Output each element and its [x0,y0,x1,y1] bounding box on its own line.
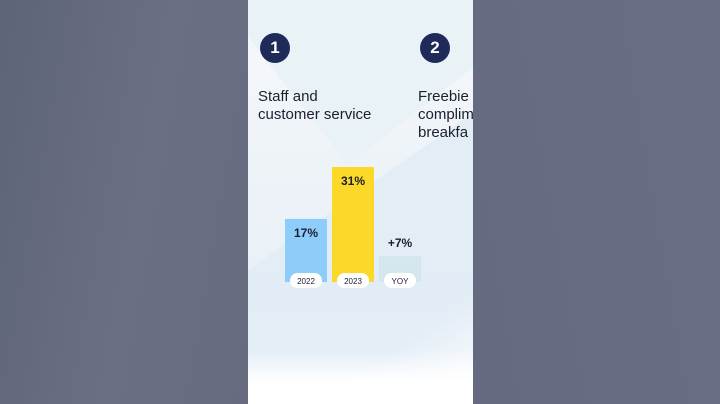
card-1-heading-line: Staff and [258,88,318,105]
category-label-2023: 2023 [344,277,362,286]
category-pill-yoy [384,273,416,288]
category-pill-2022 [290,273,322,288]
video-pillarbox-left [0,0,248,404]
bar-2022 [285,218,327,282]
category-label-yoy: YOY [392,277,410,286]
step-badge-2: 2 [420,33,450,63]
bar-chart: 17% 2022 31% 2023 +7% YOY [285,167,421,288]
category-label-2022: 2022 [297,277,315,286]
value-label-yoy: +7% [388,236,413,250]
step-badge-1: 1 [260,33,290,63]
category-pill-2023 [337,273,369,288]
card-2-heading-line: breakfa [418,124,469,141]
infographic-panel: 1 Staff and customer service 2 Freebie c… [248,0,473,404]
card-1-heading-line: customer service [258,106,372,123]
value-label-2022: 17% [294,226,318,240]
card-2-heading-line: Freebie [418,88,469,105]
card-1-heading: Staff and customer service [258,88,371,124]
card-2-heading-line: complim [418,106,473,123]
value-label-2023: 31% [341,174,365,188]
bar-2023 [332,167,374,282]
card-2-heading: Freebie complim breakfa [418,88,473,142]
video-pillarbox-right [473,0,720,404]
background-bottom-fade [248,350,473,404]
